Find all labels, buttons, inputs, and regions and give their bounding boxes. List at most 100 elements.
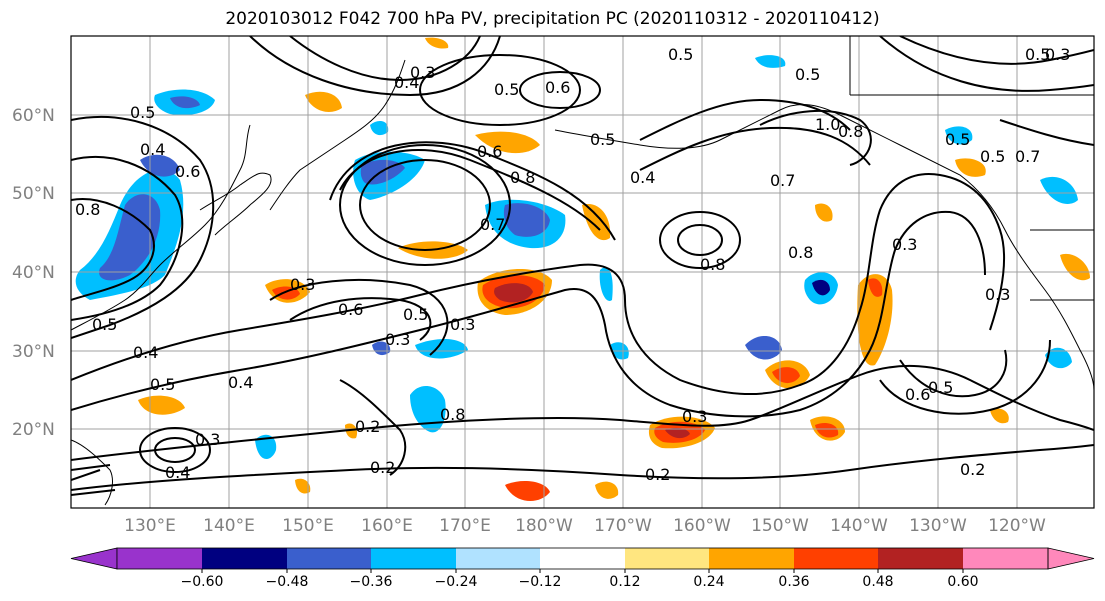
precip-pos-area [815,203,833,222]
precip-neg-area [755,55,786,68]
precip-pos-area [868,278,883,297]
contour-label: 0.5 [130,103,155,122]
precip-neg-area [99,194,161,281]
precip-neg-area [503,203,550,237]
contour-label: 0.4 [228,373,253,392]
contour-label: 0.5 [1025,45,1050,64]
precip-pos-area [1060,253,1090,281]
precip-pos-area [772,367,800,384]
colorbar-segment [456,548,540,569]
precip-neg-area [170,96,200,109]
precip-pos-area [345,423,358,439]
contour-label: 0.8 [510,168,535,187]
contour-label: 0.3 [450,315,475,334]
colorbar-tick: 0.48 [862,574,893,590]
precip-neg-area [372,341,391,356]
colorbar-tick: −0.60 [181,574,224,590]
colorbar-segment [794,548,878,569]
precip-neg-area [599,267,613,301]
contour-label: 0.5 [590,130,615,149]
colorbar-segment [709,548,794,569]
colorbar-segment [878,548,963,569]
colorbar-segment [540,548,625,569]
precip-neg-area [1045,347,1072,369]
map-content: 0.4 0.3 0.5 0.6 0.5 0.5 0.5 0.4 0.7 0.8 … [71,36,1094,508]
contour-label: 0.8 [788,243,813,262]
colorbar-tick: −0.48 [266,574,309,590]
colorbar-segment [202,548,287,569]
lon-label: 140°E [203,516,255,536]
contour-label: 0.7 [770,171,795,190]
contour-label: 0.4 [630,168,655,187]
contour-label: 0.8 [700,255,725,274]
precip-neg-area [370,120,389,136]
contour-label: 0.3 [1045,45,1070,64]
lon-label: 120°W [988,516,1046,536]
colorbar-tick: 0.36 [778,574,809,590]
colorbar-segment [371,548,456,569]
contour-label: 0.3 [682,407,707,426]
map-title: 2020103012 F042 700 hPa PV, precipitatio… [225,9,880,29]
map-frame [70,35,1095,509]
contour-label: 0.4 [165,463,190,482]
colorbar-tick: −0.12 [519,574,562,590]
precip-neg-area [812,279,830,296]
lon-label: 160°W [673,516,731,536]
precip-pos-area [665,427,690,439]
contour-label: 0.6 [545,78,570,97]
colorbar-segment [287,548,371,569]
contour-label: 0.3 [892,235,917,254]
precip-neg-area [255,434,277,460]
contour-label: 0.5 [150,375,175,394]
colorbar-tick: 0.24 [693,574,724,590]
graticule [71,36,1094,508]
colorbar-border [116,547,1049,570]
precip-pos-area [505,480,550,502]
colorbar-tick: 0.60 [947,574,978,590]
precip-neg-area [415,338,468,359]
lon-label: 160°E [361,516,413,536]
lat-label: 60°N [12,106,55,126]
precip-pos-area [295,478,311,494]
precip-pos-area [595,481,619,499]
lon-label: 130°E [124,516,176,536]
contour-label: 0.6 [477,142,502,161]
contour-label: 0.5 [795,65,820,84]
contour-label: 0.3 [385,330,410,349]
lat-label: 30°N [12,342,55,362]
contour-label: 0.5 [494,80,519,99]
contour-label: 0.8 [75,200,100,219]
precip-neg-area [1040,176,1078,204]
lon-label: 180°W [515,516,573,536]
lat-label: 50°N [12,184,55,204]
contour-label: 0.8 [440,405,465,424]
precip-pos-area [815,423,839,438]
precip-neg-area [410,385,446,433]
contour-label: 0.2 [645,465,670,484]
contour-labels: 0.4 0.3 0.5 0.6 0.5 0.5 0.5 0.4 0.7 0.8 … [75,45,1070,484]
lon-label: 170°E [439,516,491,536]
precip-neg-area [745,335,782,360]
contour-label: 0.2 [355,417,380,436]
contour-label: 0.6 [338,300,363,319]
contour-label: 0.8 [838,122,863,141]
contour-label: 1.0 [815,115,840,134]
precip-pos-area [494,283,533,303]
colorbar [70,547,1095,573]
contour-label: 0.3 [290,275,315,294]
contour-label: 0.4 [394,73,419,92]
colorbar-segment [625,548,709,569]
colorbar-segment [963,548,1048,569]
precip-pos-area [857,274,893,366]
lat-label: 20°N [12,420,55,440]
contour-label: 0.4 [133,343,158,362]
contour-label: 0.7 [1015,147,1040,166]
contour-label: 0.6 [905,385,930,404]
latitude-labels: 60°N 50°N 40°N 30°N 20°N [12,106,55,440]
contour-label: 0.5 [403,305,428,324]
contour-label: 0.4 [140,140,165,159]
lon-label: 140°W [830,516,888,536]
colorbar-tick: −0.36 [350,574,393,590]
pv-contours [71,36,1094,496]
